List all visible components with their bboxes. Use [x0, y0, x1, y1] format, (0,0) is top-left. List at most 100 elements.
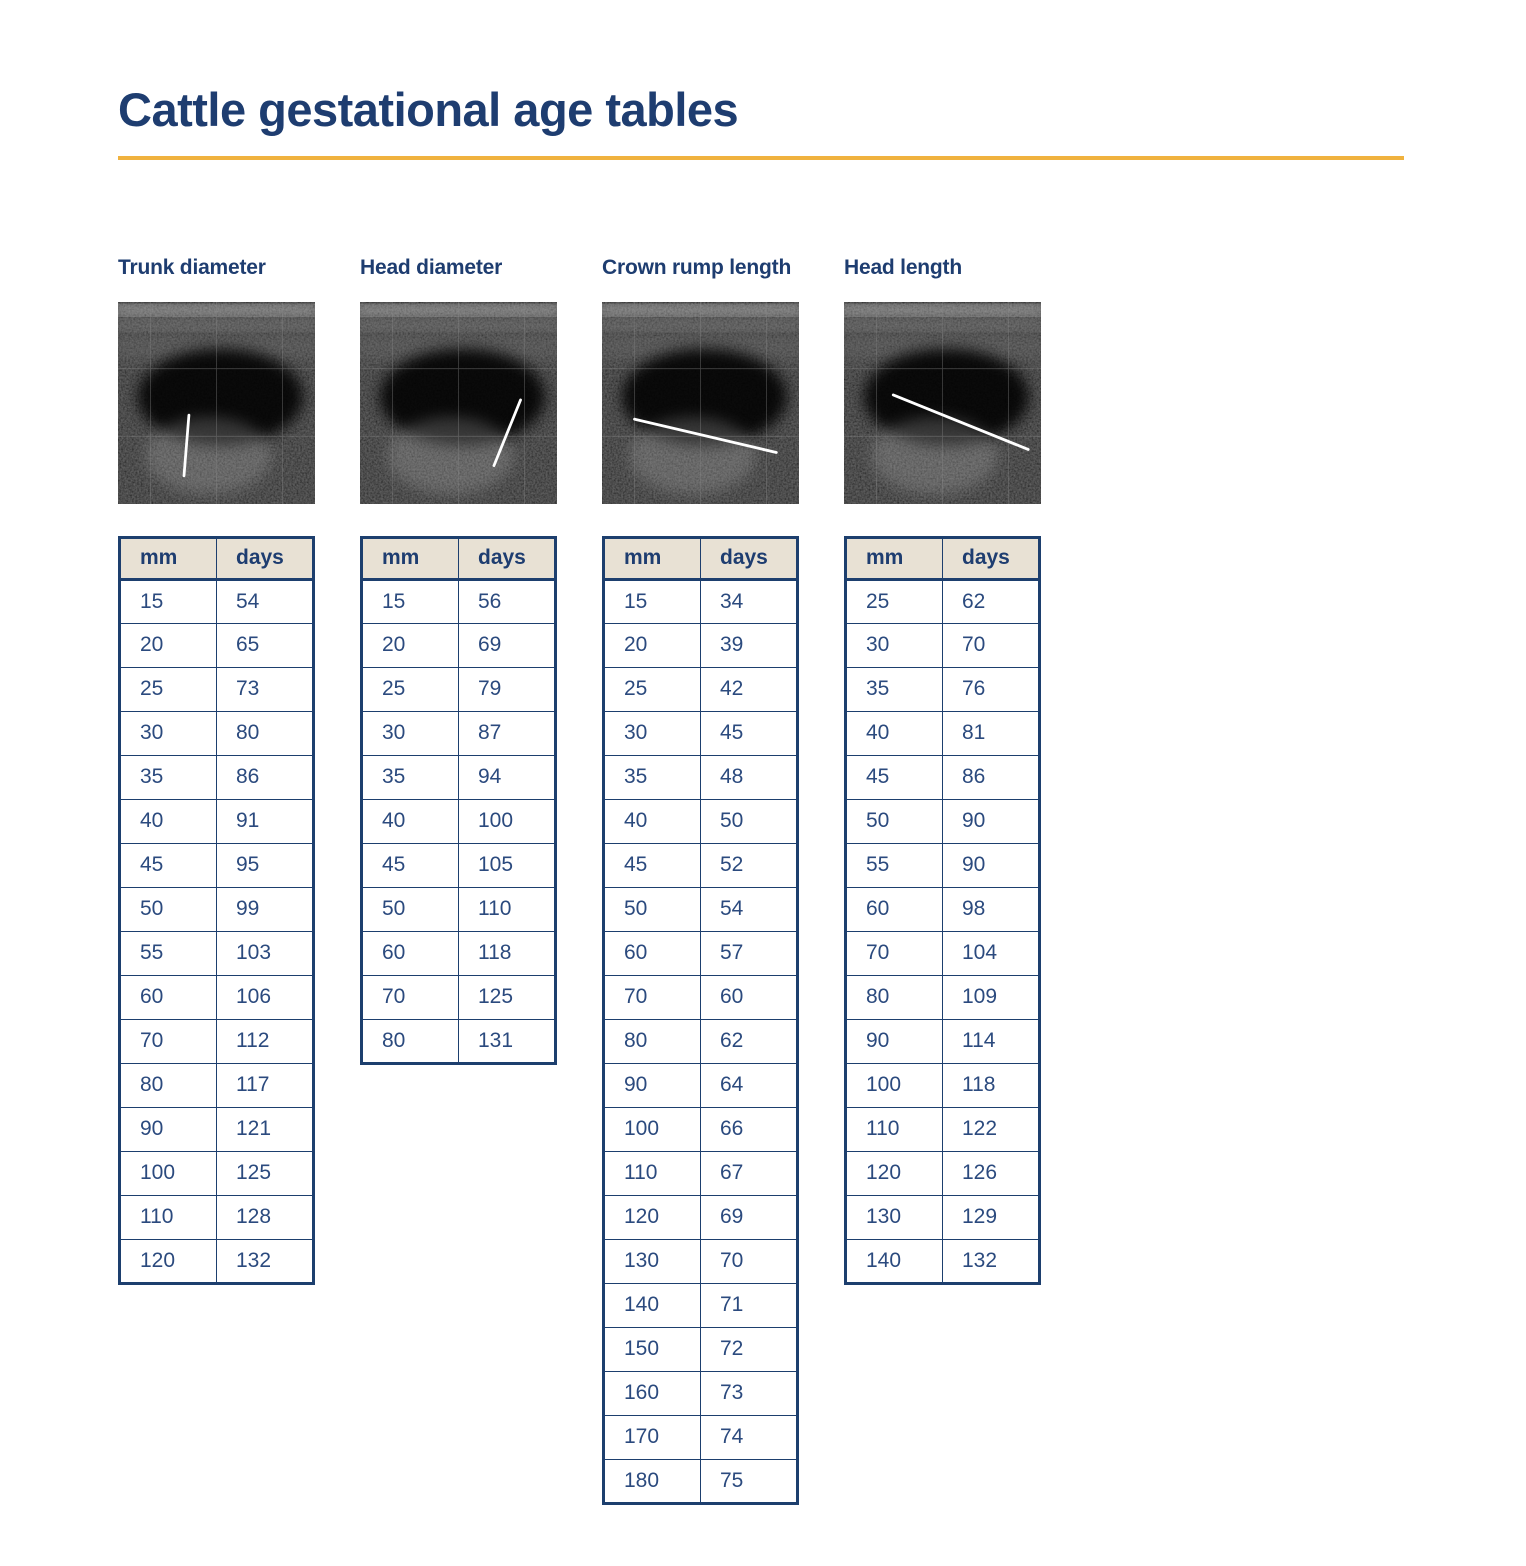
table-header-row: mm days [603, 536, 798, 581]
anechoic-region [379, 348, 546, 446]
table-cell: 94 [458, 754, 556, 800]
table-cell: 106 [216, 974, 314, 1020]
column-header-days: days [216, 536, 314, 581]
ultrasound-graphic [844, 301, 1041, 504]
table-cell: 125 [216, 1150, 314, 1196]
table-cell: 121 [216, 1106, 314, 1152]
table-row: 80 62 [603, 1018, 798, 1064]
table-cell: 90 [119, 1106, 217, 1152]
column-header-mm: mm [603, 536, 701, 581]
table-row: 40 100 [361, 798, 556, 844]
table-row: 100 125 [119, 1150, 314, 1196]
table-row: 90 114 [845, 1018, 1040, 1064]
table-cell: 50 [845, 798, 943, 844]
table-cell: 40 [603, 798, 701, 844]
table-cell: 70 [119, 1018, 217, 1064]
table-cell: 80 [361, 1018, 459, 1064]
measurement-section: Crown rump length [602, 256, 799, 1505]
table-cell: 150 [603, 1326, 701, 1372]
table-cell: 34 [700, 578, 798, 624]
table-cell: 25 [845, 578, 943, 624]
table-cell: 114 [942, 1018, 1040, 1064]
table-cell: 110 [119, 1194, 217, 1240]
ultrasound-grid [844, 301, 1041, 504]
table-cell: 90 [845, 1018, 943, 1064]
table-row: 45 105 [361, 842, 556, 888]
table-cell: 64 [700, 1062, 798, 1108]
table-cell: 54 [216, 578, 314, 624]
table-cell: 86 [942, 754, 1040, 800]
table-row: 25 73 [119, 666, 314, 712]
ultrasound-graphic [602, 301, 799, 504]
table-row: 70 112 [119, 1018, 314, 1064]
table-cell: 70 [700, 1238, 798, 1284]
table-row: 50 54 [603, 886, 798, 932]
table-row: 60 118 [361, 930, 556, 976]
table-cell: 110 [603, 1150, 701, 1196]
ultrasound-head-length [844, 301, 1041, 504]
section-label: Head length [844, 255, 962, 279]
table-cell: 90 [603, 1062, 701, 1108]
table-row: 70 125 [361, 974, 556, 1020]
table-cell: 120 [119, 1238, 217, 1284]
table-row: 40 91 [119, 798, 314, 844]
measurement-columns: Trunk diameter [118, 256, 1526, 1505]
table-row: 50 99 [119, 886, 314, 932]
table-row: 120 69 [603, 1194, 798, 1240]
table-cell: 76 [942, 666, 1040, 712]
table-row: 30 70 [845, 622, 1040, 668]
table-cell: 129 [942, 1194, 1040, 1240]
table-row: 20 65 [119, 622, 314, 668]
table-cell: 90 [942, 798, 1040, 844]
table-cell: 100 [603, 1106, 701, 1152]
table-body: 15 54 20 65 25 73 30 80 35 86 40 91 45 95 50 99 55 103 60 1… [119, 578, 314, 1284]
table-cell: 130 [845, 1194, 943, 1240]
table-cell: 45 [361, 842, 459, 888]
table-cell: 125 [458, 974, 556, 1020]
table-cell: 103 [216, 930, 314, 976]
table-row: 130 129 [845, 1194, 1040, 1240]
table-cell: 90 [942, 842, 1040, 888]
table-row: 20 69 [361, 622, 556, 668]
table-cell: 80 [119, 1062, 217, 1108]
ultrasound-grid [118, 301, 315, 504]
table-cell: 112 [216, 1018, 314, 1064]
fetal-tissue-echo [871, 416, 998, 494]
table-row: 50 110 [361, 886, 556, 932]
gestational-age-table: mm days 25 62 30 70 35 76 40 81 45 86 50 90 55 90 60 98… [844, 535, 1041, 1285]
table-cell: 91 [216, 798, 314, 844]
table-cell: 55 [119, 930, 217, 976]
table-cell: 130 [603, 1238, 701, 1284]
table-cell: 48 [700, 754, 798, 800]
table-cell: 105 [458, 842, 556, 888]
table-row: 110 122 [845, 1106, 1040, 1152]
table-row: 90 64 [603, 1062, 798, 1108]
table-cell: 45 [700, 710, 798, 756]
fetal-tissue-echo [629, 416, 756, 494]
caliper-measurement-line [891, 393, 1030, 451]
column-header-days: days [700, 536, 798, 581]
page-title: Cattle gestational age tables [118, 83, 739, 136]
anechoic-region [621, 348, 788, 446]
table-header-row: mm days [361, 536, 556, 581]
table-cell: 40 [361, 798, 459, 844]
table-cell: 50 [361, 886, 459, 932]
table-cell: 73 [700, 1370, 798, 1416]
table-cell: 54 [700, 886, 798, 932]
table-row: 70 104 [845, 930, 1040, 976]
table-row: 130 70 [603, 1238, 798, 1284]
table-cell: 98 [942, 886, 1040, 932]
anechoic-region [137, 348, 304, 446]
ultrasound-grid [360, 301, 557, 504]
table-row: 140 132 [845, 1238, 1040, 1284]
gestational-age-table: mm days 15 34 20 39 25 42 30 45 35 48 40 50 45 52 50 54… [602, 535, 799, 1505]
table-row: 180 75 [603, 1458, 798, 1504]
table-row: 55 90 [845, 842, 1040, 888]
table-row: 60 106 [119, 974, 314, 1020]
table-cell: 75 [700, 1458, 798, 1504]
ultrasound-graphic [360, 301, 557, 504]
table-cell: 15 [603, 578, 701, 624]
table-cell: 35 [603, 754, 701, 800]
table-cell: 50 [603, 886, 701, 932]
table-row: 15 56 [361, 578, 556, 624]
